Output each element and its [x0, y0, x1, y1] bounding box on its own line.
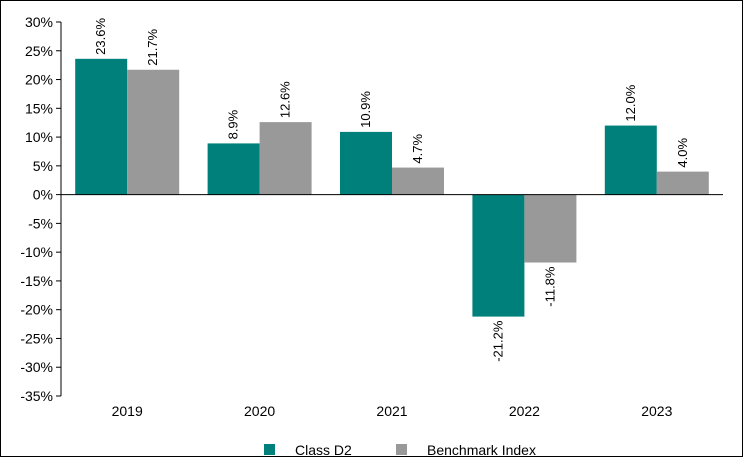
legend-swatch [396, 444, 407, 455]
legend-label: Class D2 [295, 442, 352, 457]
x-tick-label: 2019 [112, 403, 143, 419]
bar-class-d2 [75, 58, 128, 195]
legend-swatch [264, 444, 275, 455]
legend: Class D2 Benchmark Index [264, 442, 536, 457]
x-tick-label: 2021 [376, 403, 407, 419]
y-tick-label: -30% [20, 359, 53, 375]
x-axis: 2019 2020 2021 2022 2023 [112, 403, 673, 419]
data-labels: 23.6% 8.9% 10.9% -21.2% 12.0% 21.7% 12.6% 4.7% -… [93, 18, 690, 362]
data-label: 12.0% [623, 84, 638, 121]
y-tick-label: 15% [25, 100, 53, 116]
bar-benchmark-index [259, 122, 312, 195]
legend-label: Benchmark Index [427, 442, 536, 457]
data-label: 4.0% [675, 138, 690, 168]
y-tick-label: 5% [33, 158, 53, 174]
data-label: 8.9% [226, 109, 241, 139]
y-tick-label: -20% [20, 302, 53, 318]
y-tick-label: 0% [33, 187, 53, 203]
bar-benchmark-index [656, 171, 709, 195]
data-label: 21.7% [145, 28, 160, 65]
data-label: 10.9% [358, 91, 373, 128]
y-axis: 30% 25% 20% 15% 10% 5% 0% -5% -10% -15% -20% -25% -3… [20, 14, 62, 404]
y-tick-label: -5% [28, 215, 53, 231]
data-label: -21.2% [490, 320, 505, 362]
x-tick-label: 2023 [641, 403, 672, 419]
y-tick-label: -35% [20, 388, 53, 404]
bar-class-d2 [340, 131, 392, 195]
bar-class-d2 [472, 194, 525, 317]
bar-benchmark-index [524, 194, 577, 263]
x-tick-label: 2022 [509, 403, 540, 419]
bar-benchmark-index [392, 167, 444, 195]
bar-class-d2 [604, 125, 657, 195]
y-tick-label: 20% [25, 72, 53, 88]
data-label: 4.7% [410, 134, 425, 164]
bar-class-d2 [207, 143, 260, 195]
data-label: 12.6% [278, 81, 293, 118]
data-label: 23.6% [93, 18, 108, 55]
x-tick-label: 2020 [244, 403, 275, 419]
bar-benchmark-index [127, 69, 180, 195]
y-tick-label: -25% [20, 330, 53, 346]
y-tick-label: 25% [25, 43, 53, 59]
bars [75, 58, 709, 317]
data-label: -11.8% [542, 266, 557, 307]
y-tick-label: 10% [25, 129, 53, 145]
y-tick-label: 30% [25, 14, 53, 30]
y-tick-label: -10% [20, 244, 53, 260]
y-tick-label: -15% [20, 273, 53, 289]
